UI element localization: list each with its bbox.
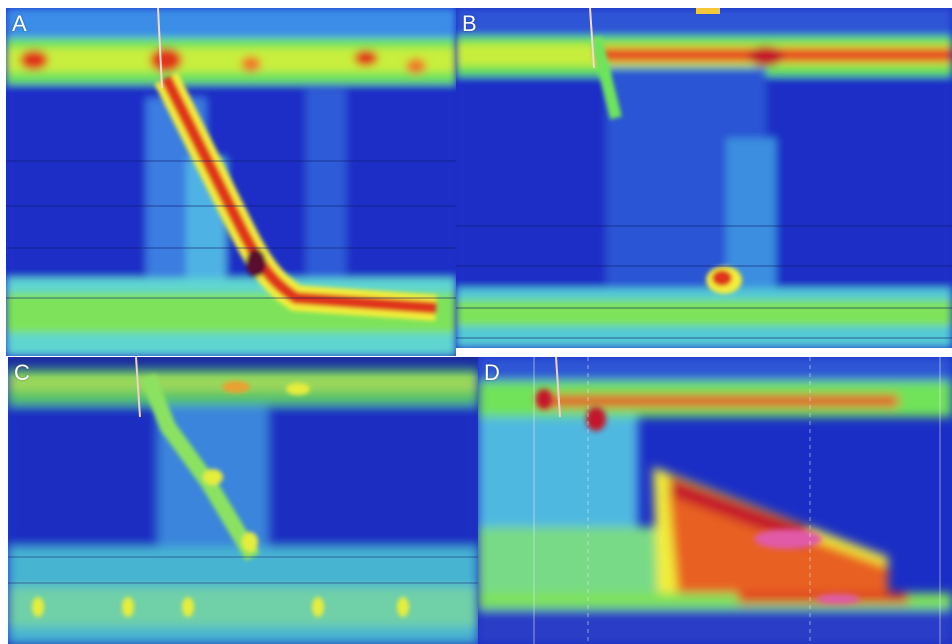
panel-label-c: C bbox=[14, 360, 30, 385]
panel-label-d: D bbox=[484, 360, 500, 385]
panel-b-plot bbox=[456, 8, 952, 348]
panel-c-plot bbox=[8, 357, 478, 644]
panel-a-plot bbox=[6, 8, 456, 356]
panel-c: C bbox=[8, 357, 478, 644]
panel-b: B bbox=[456, 8, 952, 348]
panel-a: A bbox=[6, 8, 456, 356]
panel-label-b: B bbox=[462, 11, 477, 36]
panel-d-plot bbox=[478, 357, 952, 644]
panel-d: D bbox=[478, 357, 952, 644]
panel-label-a: A bbox=[12, 11, 27, 36]
